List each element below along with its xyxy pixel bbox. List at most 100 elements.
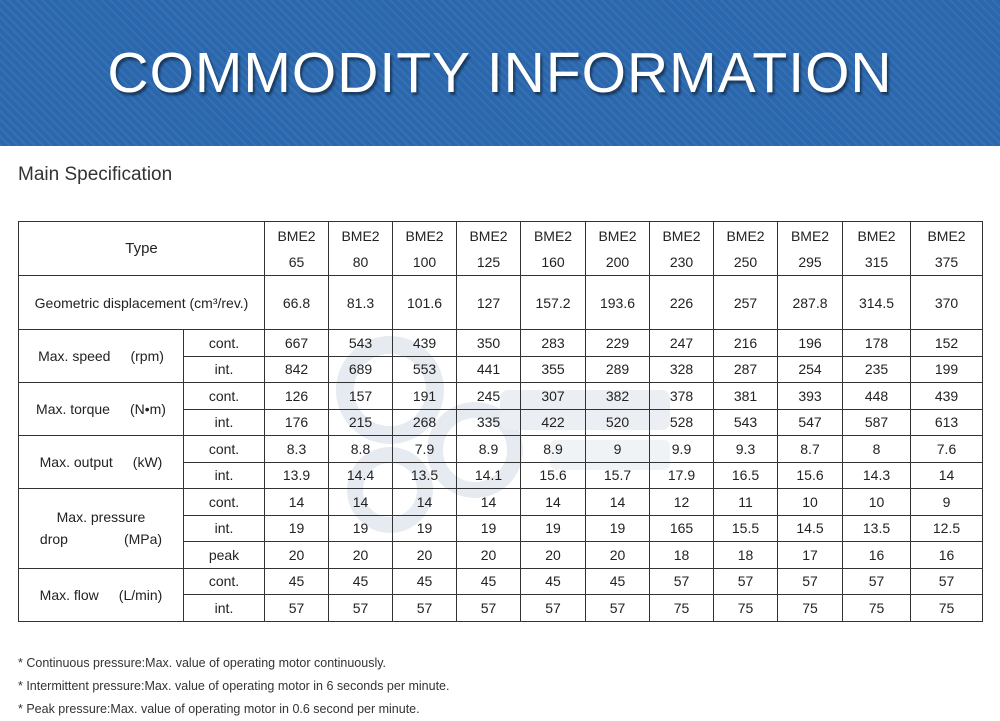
displacement-row: Geometric displacement (cm³/rev.) 66.8 81.… — [18, 275, 983, 330]
parameter-name: Max. speed — [38, 348, 111, 364]
parameter-label: Max. torque (N•m) — [18, 382, 184, 436]
spec-value: 45 — [328, 567, 393, 595]
model-series: BME2 — [726, 227, 765, 244]
model-header: BME2 250 — [713, 221, 778, 276]
spec-value: 15.5 — [713, 514, 778, 542]
spec-value: 13.5 — [842, 514, 911, 542]
section-title: Main Specification — [18, 164, 173, 185]
parameter-label: Max. output (kW) — [18, 435, 184, 489]
spec-value: 17.9 — [649, 461, 714, 489]
model-header: BME2 295 — [777, 221, 843, 276]
spec-row: int. 57 57 57 57 57 57 75 75 75 75 75 — [19, 594, 983, 622]
spec-row: Max. flow (L/min) cont. 45 45 45 45 45 45 57 57 57 5… — [18, 567, 983, 622]
spec-value: 20 — [328, 541, 393, 569]
spec-value: 19 — [456, 514, 521, 542]
spec-value: 14 — [910, 461, 983, 489]
footnote-intermittent: * Intermittent pressure:Max. value of op… — [18, 679, 450, 693]
spec-value: 16 — [842, 541, 911, 569]
model-header: BME2 125 — [456, 221, 521, 276]
spec-value: 20 — [264, 541, 329, 569]
spec-row: Max. pressure drop (MPa) cont. 14 14 14 14 14 14 1… — [18, 488, 983, 569]
spec-value: 19 — [328, 514, 393, 542]
model-series: BME2 — [277, 227, 316, 244]
footnote-peak: * Peak pressure:Max. value of operating … — [18, 702, 420, 716]
displacement-value: 157.2 — [520, 275, 586, 330]
spec-value: 441 — [456, 355, 521, 383]
spec-value: 57 — [520, 594, 586, 622]
model-number: 125 — [476, 253, 501, 270]
displacement-value: 81.3 — [328, 275, 393, 330]
spec-value: 7.6 — [910, 435, 983, 463]
spec-value: 20 — [520, 541, 586, 569]
displacement-value: 193.6 — [585, 275, 650, 330]
header-row: Type BME2 65 BME2 80 BME2 100 BME2 125 BME2 160 BME… — [18, 221, 983, 276]
displacement-value: 226 — [649, 275, 714, 330]
model-header: BME2 65 — [264, 221, 329, 276]
parameter-unit: (L/min) — [118, 586, 163, 603]
spec-value: 381 — [713, 382, 778, 410]
spec-value: 553 — [392, 355, 457, 383]
spec-row: int. 19 19 19 19 19 19 165 15.5 14.5 13.5 12.5 — [19, 514, 983, 542]
spec-value: 9 — [585, 435, 650, 463]
spec-value: 12.5 — [910, 514, 983, 542]
model-number: 65 — [288, 253, 305, 270]
parameter-unit: (kW) — [132, 454, 163, 470]
spec-value: 8.7 — [777, 435, 843, 463]
spec-value: 157 — [328, 382, 393, 410]
parameter-name: Max. output — [39, 454, 113, 470]
spec-value: 543 — [713, 408, 778, 436]
spec-row: int. 13.9 14.4 13.5 14.1 15.6 15.7 17.9 16.5 15.6… — [19, 461, 983, 489]
spec-value: 57 — [456, 594, 521, 622]
spec-value: 14.1 — [456, 461, 521, 489]
spec-value: 245 — [456, 382, 521, 410]
spec-value: 8.3 — [264, 435, 329, 463]
spec-value: 667 — [264, 329, 329, 357]
spec-value: 13.5 — [392, 461, 457, 489]
displacement-value: 314.5 — [842, 275, 911, 330]
spec-value: 126 — [264, 382, 329, 410]
spec-value: 283 — [520, 329, 586, 357]
footnotes: * Continuous pressure:Max. value of oper… — [18, 652, 449, 721]
spec-value: 57 — [910, 567, 983, 595]
spec-value: 75 — [842, 594, 911, 622]
spec-value: 229 — [585, 329, 650, 357]
model-number: 200 — [605, 253, 630, 270]
spec-value: 12 — [649, 488, 714, 516]
spec-value: 75 — [777, 594, 843, 622]
displacement-value: 127 — [456, 275, 521, 330]
spec-value: 45 — [520, 567, 586, 595]
spec-value: 8.8 — [328, 435, 393, 463]
spec-value: 268 — [392, 408, 457, 436]
parameter-name: Max. pressure — [56, 509, 146, 526]
spec-value: 57 — [328, 594, 393, 622]
spec-value: 11 — [713, 488, 778, 516]
condition-label: cont. — [183, 567, 265, 595]
spec-value: 422 — [520, 408, 586, 436]
spec-value: 9.3 — [713, 435, 778, 463]
displacement-value: 370 — [910, 275, 983, 330]
spec-value: 520 — [585, 408, 650, 436]
spec-value: 75 — [713, 594, 778, 622]
condition-label: cont. — [183, 435, 265, 463]
spec-value: 328 — [649, 355, 714, 383]
specification-table-body: Type BME2 65 BME2 80 BME2 100 BME2 125 BME2 160 BME… — [18, 221, 983, 622]
spec-value: 15.6 — [520, 461, 586, 489]
parameter-label: Max. pressure drop (MPa) — [18, 488, 184, 569]
spec-value: 75 — [649, 594, 714, 622]
spec-value: 196 — [777, 329, 843, 357]
spec-row: Max. speed (rpm) cont. 667 543 439 350 283 229 24… — [18, 329, 983, 383]
parameter-name: Max. flow — [39, 586, 99, 603]
spec-value: 165 — [649, 514, 714, 542]
spec-value: 18 — [649, 541, 714, 569]
model-series: BME2 — [790, 227, 830, 244]
model-number: 250 — [733, 253, 758, 270]
spec-value: 20 — [585, 541, 650, 569]
spec-value: 176 — [264, 408, 329, 436]
spec-row: Max. output (kW) cont. 8.3 8.8 7.9 8.9 8.9 9 9.9 9… — [18, 435, 983, 489]
condition-label: cont. — [183, 488, 265, 516]
parameter-name-cont: drop — [39, 531, 68, 548]
spec-value: 15.7 — [585, 461, 650, 489]
condition-label: peak — [183, 541, 265, 569]
spec-value: 57 — [585, 594, 650, 622]
model-header: BME2 375 — [910, 221, 983, 276]
